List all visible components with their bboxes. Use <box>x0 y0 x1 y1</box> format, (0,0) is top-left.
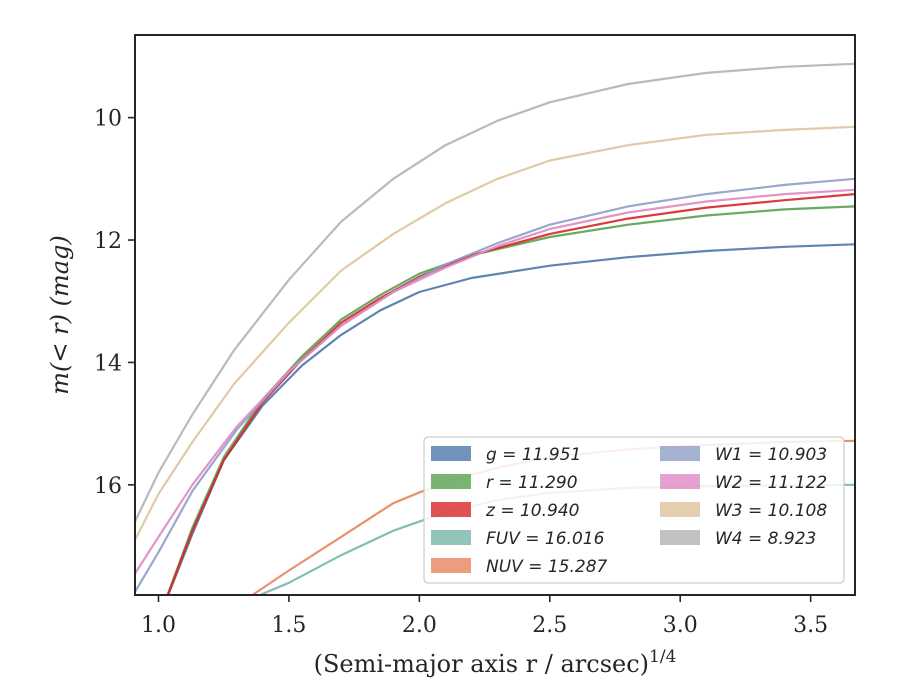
legend-label-w1: W1 = 10.903 <box>715 445 827 465</box>
y-tick-label: 16 <box>94 474 122 499</box>
x-tick-label: 1.0 <box>141 613 176 638</box>
y-axis-label: m(< r) (mag) <box>46 235 74 394</box>
x-tick-label: 1.5 <box>271 613 306 638</box>
series-line-w1 <box>135 177 855 593</box>
legend-swatch-r <box>431 474 471 489</box>
legend-swatch-fuv <box>431 530 471 545</box>
legend-swatch-z <box>431 502 471 517</box>
x-tick-label: 3.0 <box>663 613 698 638</box>
x-tick-label: 2.0 <box>402 613 437 638</box>
legend-label-g: g = 11.951 <box>486 445 581 465</box>
series-line-w4 <box>135 62 855 523</box>
legend-swatch-w3 <box>660 502 700 517</box>
series-line-w2 <box>135 188 855 575</box>
legend-swatch-w4 <box>660 530 700 545</box>
legend-label-z: z = 10.940 <box>485 501 579 521</box>
legend: g = 11.951 r = 11.290 z = 10.940 FUV = 16.0… <box>423 436 845 584</box>
x-axis-ticks: 1.0 1.5 2.0 2.5 3.0 3.5 <box>141 595 828 638</box>
legend-label-r: r = 11.290 <box>486 473 578 493</box>
x-tick-label: 3.5 <box>793 613 828 638</box>
y-tick-label: 10 <box>94 107 122 132</box>
legend-swatch-w2 <box>660 474 700 489</box>
legend-label-w3: W3 = 10.108 <box>715 501 827 521</box>
legend-swatch-w1 <box>660 446 700 461</box>
legend-swatch-g <box>431 446 471 461</box>
legend-swatch-nuv <box>431 558 471 573</box>
legend-label-w2: W2 = 11.122 <box>715 473 827 493</box>
plot-frame <box>134 34 856 596</box>
x-axis-label: (Semi-major axis r / arcsec)1/4 <box>314 647 677 678</box>
legend-frame <box>423 436 845 584</box>
x-axis-label-superscript: 1/4 <box>649 647 676 667</box>
series-line-w3 <box>135 125 855 541</box>
series-line-r <box>166 205 855 595</box>
legend-label-fuv: FUV = 16.016 <box>486 529 605 549</box>
legend-label-w4: W4 = 8.923 <box>715 529 816 549</box>
y-tick-label: 14 <box>94 351 122 376</box>
y-axis-ticks: 10 12 14 16 <box>94 107 135 499</box>
x-tick-label: 2.5 <box>532 613 567 638</box>
legend-label-nuv: NUV = 15.287 <box>486 557 608 577</box>
y-tick-label: 12 <box>94 229 122 254</box>
